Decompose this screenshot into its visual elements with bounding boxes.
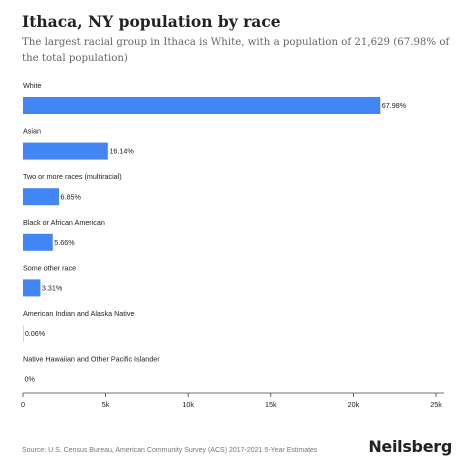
bar <box>23 188 59 206</box>
data-label: 3.31% <box>42 284 63 293</box>
category-label: Some other race <box>23 263 76 272</box>
category-label: Black or African American <box>23 218 105 227</box>
data-label: 0.06% <box>25 329 46 338</box>
category-label: Native Hawaiian and Other Pacific Island… <box>23 355 160 364</box>
x-tick-label: 5k <box>102 400 110 409</box>
category-label: American Indian and Alaska Native <box>23 309 134 318</box>
data-label: 6.85% <box>60 192 81 201</box>
category-label: White <box>23 81 41 90</box>
chart-title: Ithaca, NY population by race <box>22 12 281 31</box>
data-label: 16.14% <box>109 147 134 156</box>
x-tick-label: 15k <box>265 400 277 409</box>
category-label: Asian <box>23 127 41 136</box>
bar <box>23 97 381 114</box>
category-label: Two or more races (multiracial) <box>23 172 122 181</box>
x-tick-label: 20k <box>348 400 360 409</box>
data-label: 67.98% <box>382 101 407 110</box>
bar-chart: White 67.98% Asian 16.14% Two or more races … <box>21 81 444 409</box>
bar <box>23 142 108 160</box>
bar <box>23 279 41 297</box>
x-tick-label: 0 <box>21 400 25 409</box>
data-label: 0% <box>25 375 36 384</box>
chart-subtitle: The largest racial group in Ithaca is Wh… <box>22 37 450 64</box>
x-tick-label: 10k <box>182 400 194 409</box>
x-tick-label: 25k <box>430 400 442 409</box>
source-footer: Source: U.S. Census Bureau, American Com… <box>22 447 318 454</box>
data-label: 5.66% <box>54 238 75 247</box>
bar <box>23 233 53 251</box>
brand-logo: Neilsberg <box>368 437 452 456</box>
